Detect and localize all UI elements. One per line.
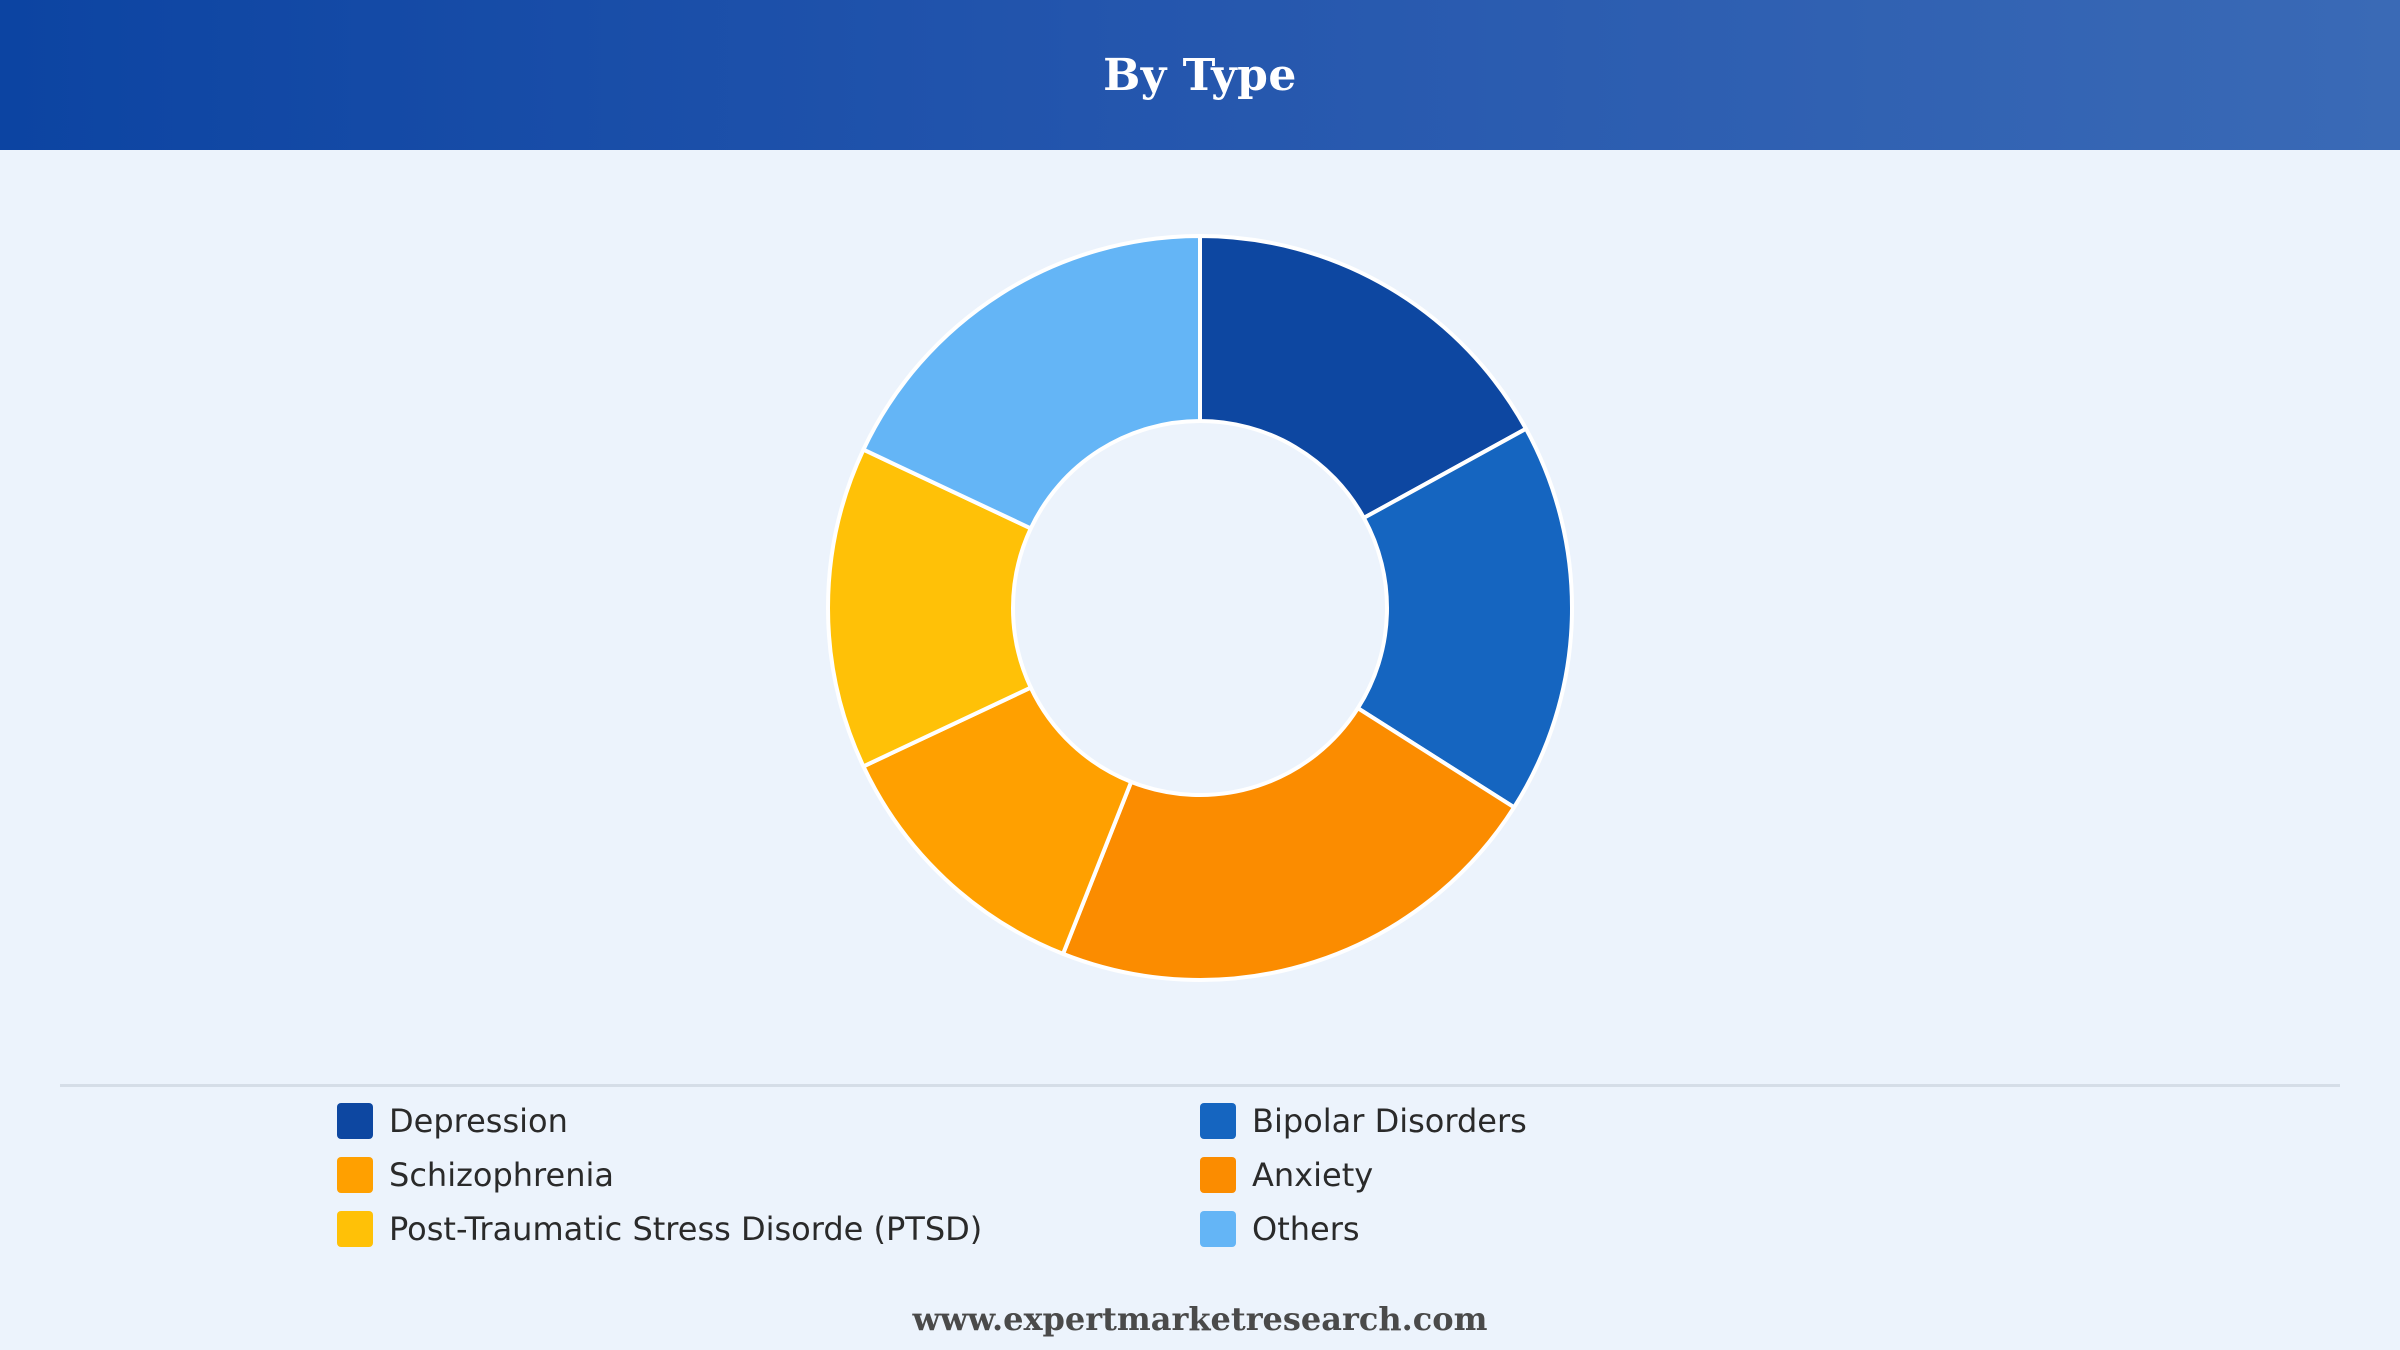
legend-swatch <box>337 1103 373 1139</box>
legend-swatch <box>1200 1103 1236 1139</box>
slice-others <box>861 234 1202 531</box>
legend-item-anxiety: Anxiety <box>1200 1148 1637 1202</box>
legend-item-post-traumatic-stress-disorde-ptsd: Post-Traumatic Stress Disorde (PTSD) <box>337 1202 1200 1256</box>
legend-label: Post-Traumatic Stress Disorde (PTSD) <box>389 1210 983 1248</box>
legend-label: Anxiety <box>1252 1156 1374 1194</box>
legend-label: Depression <box>389 1102 568 1140</box>
legend-item-bipolar-disorders: Bipolar Disorders <box>1200 1094 1637 1148</box>
chart-header: By Type <box>0 0 2400 150</box>
legend-label: Bipolar Disorders <box>1252 1102 1527 1140</box>
donut-chart <box>826 234 1574 982</box>
source-website: www.expertmarketresearch.com <box>912 1300 1488 1338</box>
slice-bipolar-disorders <box>1355 426 1574 810</box>
chart-title: By Type <box>1103 49 1297 101</box>
legend-label: Others <box>1252 1210 1360 1248</box>
legend-swatch <box>337 1211 373 1247</box>
slice-schizophrenia <box>861 685 1134 956</box>
legend-divider <box>60 1084 2340 1087</box>
legend-item-schizophrenia: Schizophrenia <box>337 1148 1200 1202</box>
slice-post-traumatic-stress-disorde-ptsd <box>826 447 1033 769</box>
legend-swatch <box>337 1157 373 1193</box>
legend-label: Schizophrenia <box>389 1156 614 1194</box>
legend-swatch <box>1200 1157 1236 1193</box>
slice-depression <box>1198 234 1528 520</box>
legend-swatch <box>1200 1211 1236 1247</box>
legend-item-others: Others <box>1200 1202 1637 1256</box>
slice-anxiety <box>1061 706 1517 982</box>
legend-item-depression: Depression <box>337 1094 1200 1148</box>
chart-legend: Depression Bipolar Disorders Schizophrenia… <box>337 1094 1637 1256</box>
